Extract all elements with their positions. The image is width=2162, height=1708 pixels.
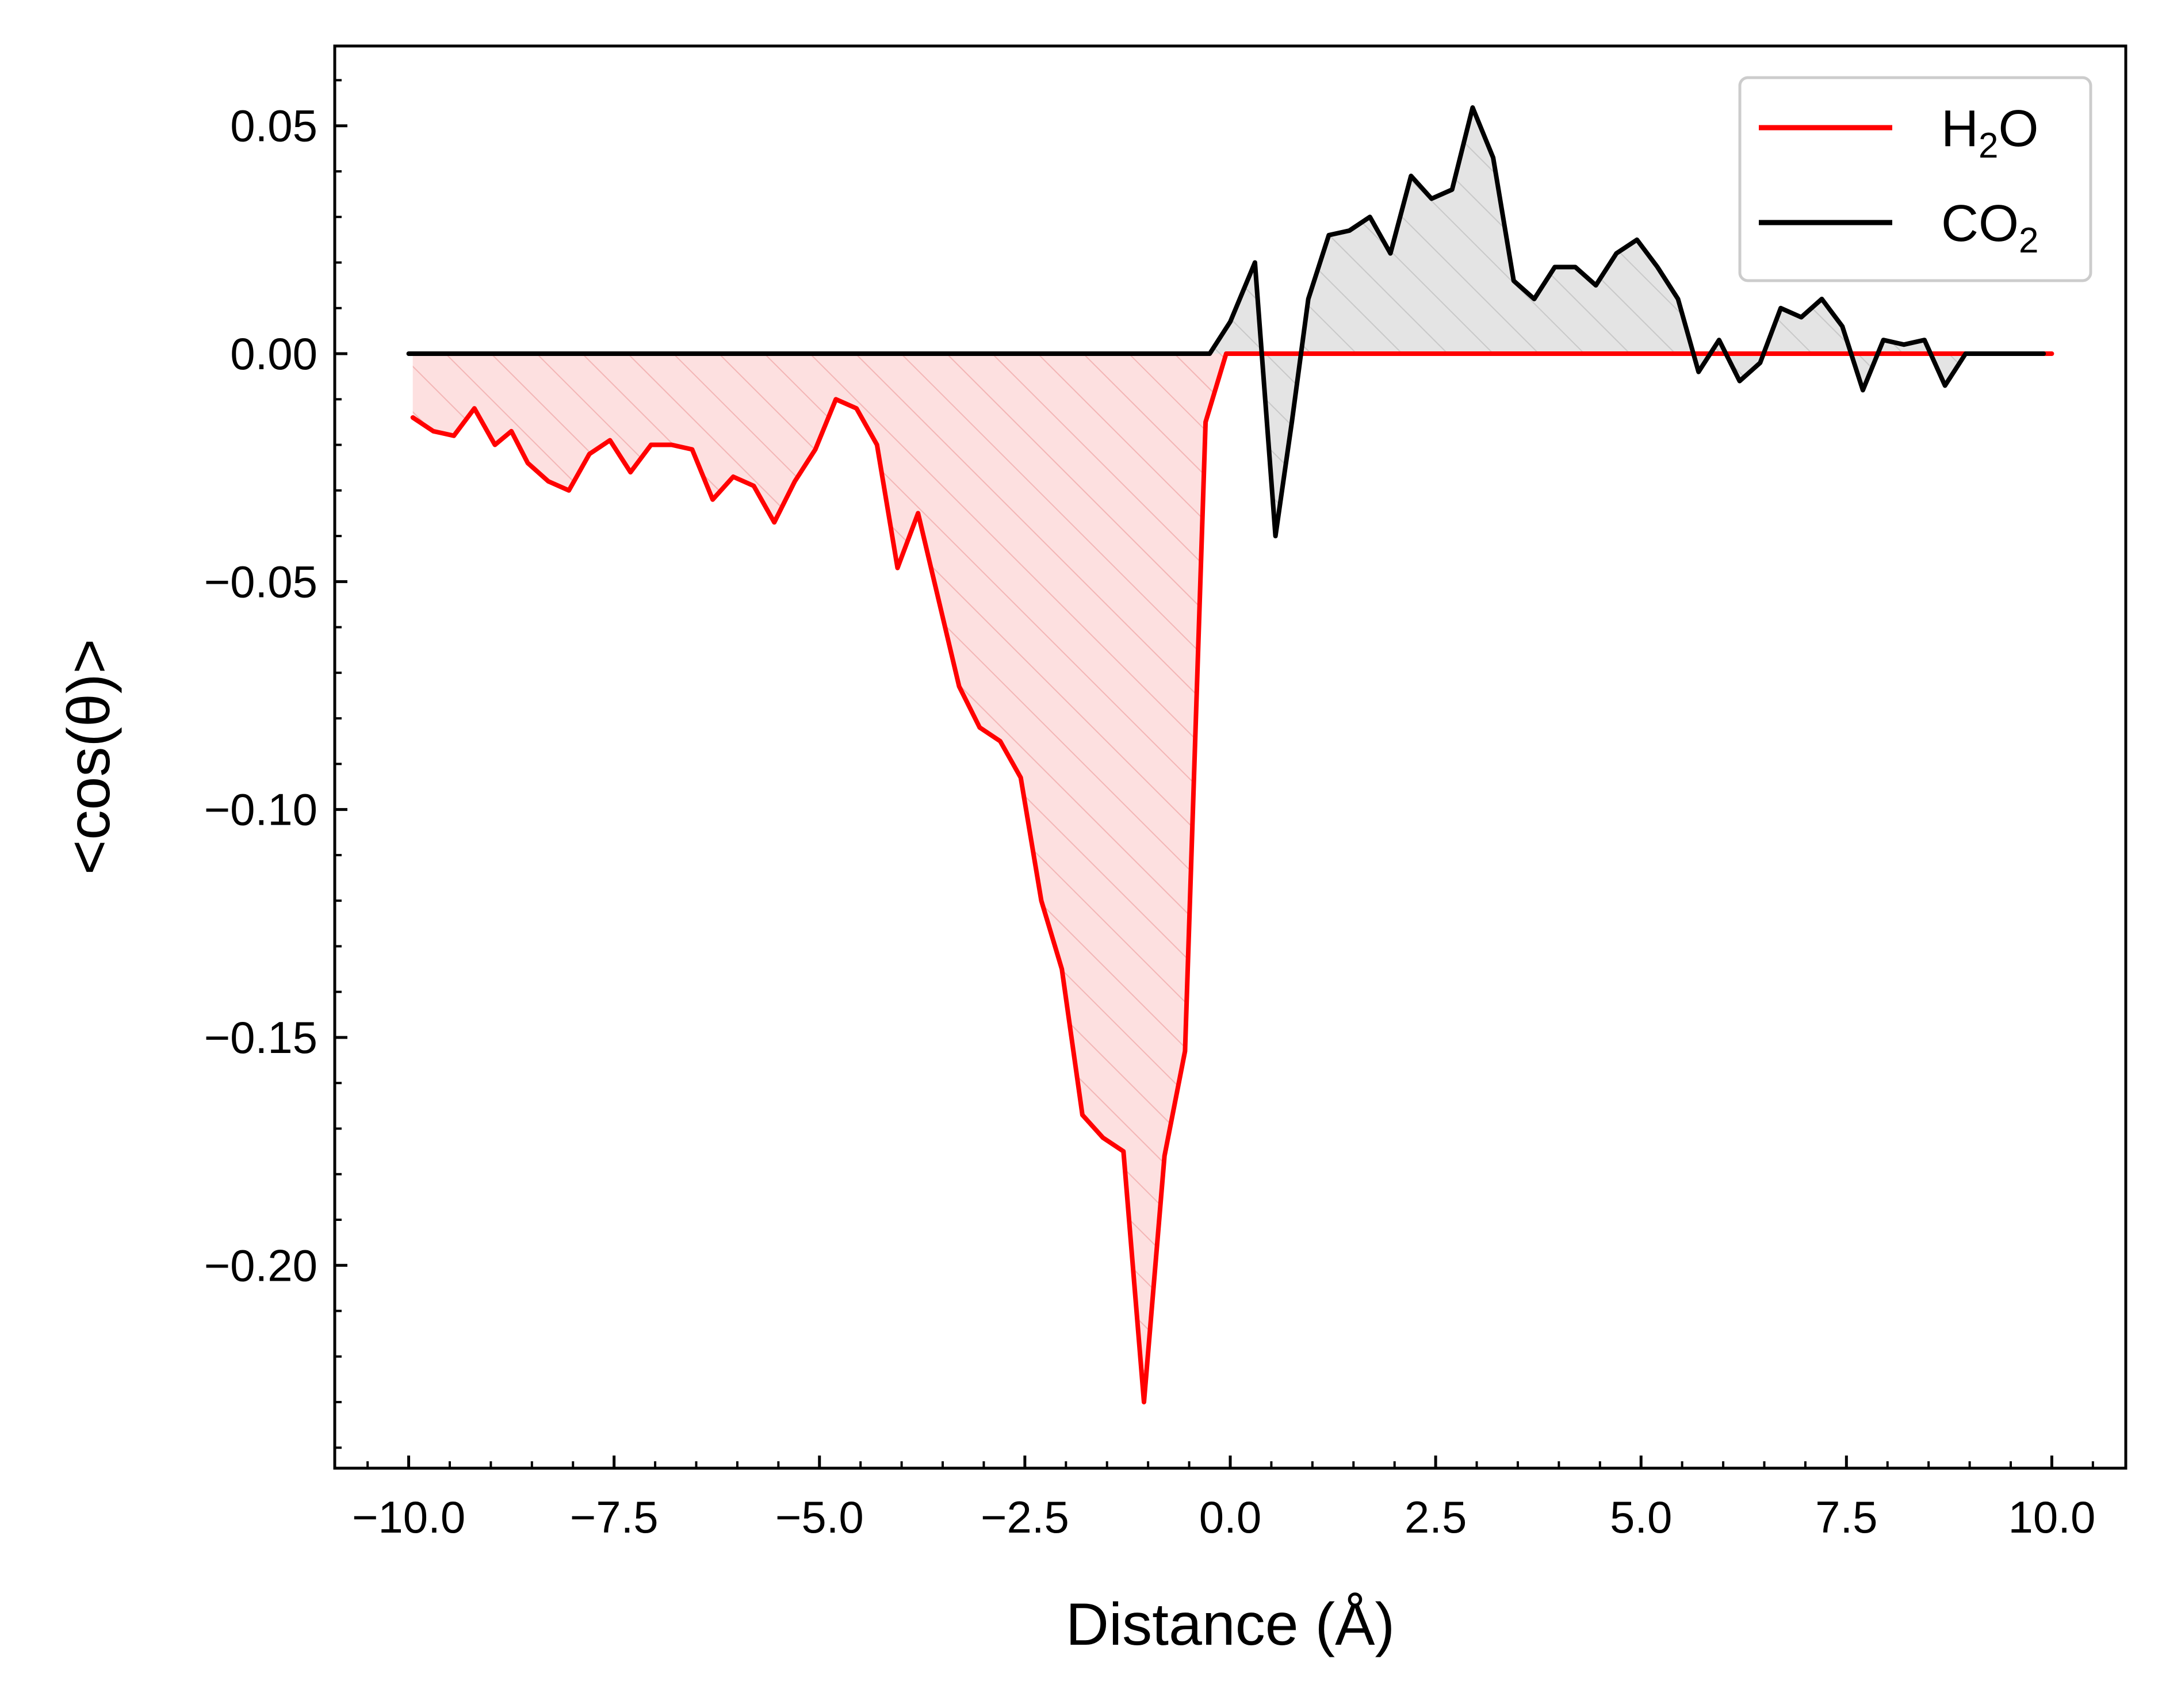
y-axis-label: <cos(θ)> <box>56 639 123 875</box>
x-tick-label: −2.5 <box>981 1492 1069 1542</box>
x-axis: −10.0 −7.5 −5.0 −2.5 0.0 2.5 5.0 7.5 10.0 <box>352 1456 2095 1542</box>
x-tick-label: 10.0 <box>2008 1492 2096 1542</box>
y-tick-label: −0.20 <box>204 1240 317 1290</box>
y-axis: 0.05 0.00 −0.05 −0.10 −0.15 −0.20 <box>204 79 347 1449</box>
series-line-co2 <box>406 105 2046 539</box>
legend-label-co2: CO2 <box>1941 195 2038 261</box>
y-tick-label: −0.10 <box>204 784 317 835</box>
y-tick-label: 0.00 <box>230 328 317 379</box>
series-fill-h2o <box>412 354 2052 1403</box>
x-tick-label: −7.5 <box>570 1492 659 1542</box>
y-tick-label: −0.05 <box>204 556 317 607</box>
x-tick-label: 7.5 <box>1815 1492 1877 1542</box>
y-tick-label: 0.05 <box>230 101 317 151</box>
x-tick-label: −5.0 <box>775 1492 864 1542</box>
x-tick-label: 0.0 <box>1199 1492 1261 1542</box>
series-line-h2o <box>410 351 2054 1405</box>
x-tick-label: −10.0 <box>352 1492 465 1542</box>
x-tick-label: 5.0 <box>1610 1492 1672 1542</box>
series-lines <box>406 105 2054 1405</box>
y-tick-label: −0.15 <box>204 1012 317 1063</box>
legend-label-h2o: H2O <box>1941 100 2039 166</box>
series-fills <box>408 108 2052 1403</box>
x-tick-label: 2.5 <box>1405 1492 1467 1542</box>
x-axis-label: Distance (Å) <box>1066 1591 1395 1658</box>
